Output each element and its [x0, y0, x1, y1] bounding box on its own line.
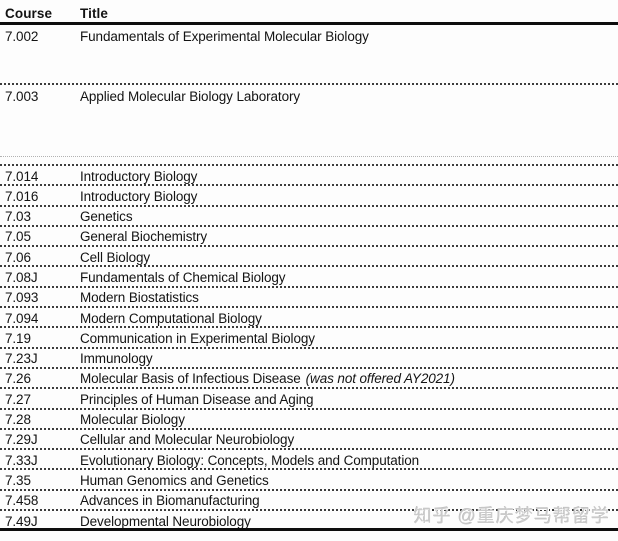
course-title: Fundamentals of Chemical Biology — [80, 267, 618, 285]
table-row: 7.08J Fundamentals of Chemical Biology — [0, 267, 618, 288]
course-number: 7.19 — [5, 330, 31, 346]
course-number: 7.33J — [5, 452, 38, 468]
course-title-text: Evolutionary Biology: Concepts, Models a… — [80, 452, 420, 468]
course-title-text: Modern Biostatistics — [80, 290, 199, 306]
course-number: 7.06 — [5, 249, 31, 265]
table-row: 7.28 Molecular Biology — [0, 410, 618, 430]
table-row: 7.49J Developmental Neurobiology — [0, 511, 618, 532]
course-number: 7.458 — [5, 493, 39, 509]
course-note: (was not offered AY2021) — [305, 371, 455, 387]
course-number: 7.23J — [5, 351, 38, 367]
table-row: 7.23J Immunology — [0, 349, 618, 369]
course-number: 7.003 — [5, 89, 39, 104]
course-title-text: Fundamentals of Experimental Molecular B… — [80, 29, 369, 44]
course-number: 7.49J — [5, 513, 38, 529]
course-number: 7.016 — [5, 188, 39, 204]
course-title: Cell Biology — [80, 247, 618, 265]
course-title: Introductory Biology — [80, 166, 618, 184]
course-title: Cellular and Molecular Neurobiology — [80, 430, 618, 448]
table-row: 7.014 Introductory Biology — [0, 166, 618, 187]
table-row: 7.03 Genetics — [0, 207, 618, 227]
course-title-text: Molecular Basis of Infectious Disease — [80, 371, 301, 387]
course-title-text: Advances in Biomanufacturing — [80, 493, 260, 509]
header-course: Course — [5, 6, 53, 21]
table-row: 7.27 Principles of Human Disease and Agi… — [0, 389, 618, 410]
course-title-text: Introductory Biology — [80, 168, 198, 184]
table-row: 7.29J Cellular and Molecular Neurobiolog… — [0, 430, 618, 451]
course-title: Fundamentals of Experimental Molecular B… — [80, 25, 618, 83]
course-title: Evolutionary Biology: Concepts, Models a… — [80, 450, 618, 468]
course-title: Modern Computational Biology — [80, 308, 618, 326]
course-title: Modern Biostatistics — [80, 288, 618, 306]
course-number: 7.05 — [5, 229, 31, 245]
table-header: Course Title — [0, 0, 618, 25]
course-number: 7.03 — [5, 209, 31, 225]
course-title: General Biochemistry — [80, 227, 618, 245]
course-title-text: Fundamentals of Chemical Biology — [80, 269, 286, 285]
table-row: 7.19 Communication in Experimental Biolo… — [0, 328, 618, 349]
table-row: 7.33J Evolutionary Biology: Concepts, Mo… — [0, 450, 618, 471]
course-title: Human Genomics and Genetics — [80, 470, 618, 488]
course-title: Principles of Human Disease and Aging — [80, 389, 618, 407]
course-title: Genetics — [80, 207, 618, 225]
course-title-text: Genetics — [80, 209, 133, 225]
course-title: Molecular Basis of Infectious Disease (wa… — [80, 369, 618, 387]
course-title: Introductory Biology — [80, 186, 618, 204]
table-row: 7.093 Modern Biostatistics — [0, 288, 618, 309]
table-row: 7.35 Human Genomics and Genetics — [0, 470, 618, 491]
course-number: 7.014 — [5, 168, 39, 184]
course-title-text: Cell Biology — [80, 249, 151, 265]
course-number: 7.35 — [5, 472, 31, 488]
course-number: 7.08J — [5, 269, 38, 285]
course-title-text: Applied Molecular Biology Laboratory — [80, 89, 301, 104]
erased-row-spacer — [0, 157, 618, 166]
course-title-text: Cellular and Molecular Neurobiology — [80, 432, 295, 448]
course-title-text: Communication in Experimental Biology — [80, 330, 315, 346]
course-title: Advances in Biomanufacturing — [80, 491, 618, 509]
course-title-text: Modern Computational Biology — [80, 310, 262, 326]
table-row: 7.06 Cell Biology — [0, 247, 618, 268]
course-title-text: Immunology — [80, 351, 153, 367]
course-title-text: Human Genomics and Genetics — [80, 472, 269, 488]
course-title-text: Principles of Human Disease and Aging — [80, 391, 314, 407]
course-title-text: Developmental Neurobiology — [80, 513, 251, 529]
course-number: 7.26 — [5, 371, 31, 387]
table-row: 7.002 Fundamentals of Experimental Molec… — [0, 25, 618, 85]
course-number: 7.093 — [5, 290, 39, 306]
course-title-text: Molecular Biology — [80, 412, 185, 428]
table-row: 7.003 Applied Molecular Biology Laborato… — [0, 85, 618, 157]
course-title: Communication in Experimental Biology — [80, 328, 618, 346]
course-number: 7.094 — [5, 310, 39, 326]
table-row: 7.26 Molecular Basis of Infectious Disea… — [0, 369, 618, 390]
course-title: Developmental Neurobiology — [80, 511, 618, 529]
header-title: Title — [80, 6, 109, 21]
course-number: 7.29J — [5, 432, 38, 448]
course-title: Applied Molecular Biology Laboratory — [80, 85, 618, 156]
table-row: 7.016 Introductory Biology — [0, 186, 618, 207]
table-row: 7.05 General Biochemistry — [0, 227, 618, 248]
table-row: 7.458 Advances in Biomanufacturing — [0, 491, 618, 512]
table-body: 7.002 Fundamentals of Experimental Molec… — [0, 25, 618, 532]
course-title-text: General Biochemistry — [80, 229, 208, 245]
course-title: Immunology — [80, 349, 618, 367]
course-number: 7.002 — [5, 29, 39, 44]
table-row: 7.094 Modern Computational Biology — [0, 308, 618, 329]
course-number: 7.28 — [5, 412, 31, 428]
course-title: Molecular Biology — [80, 410, 618, 428]
course-title-text: Introductory Biology — [80, 188, 198, 204]
course-number: 7.27 — [5, 391, 31, 407]
